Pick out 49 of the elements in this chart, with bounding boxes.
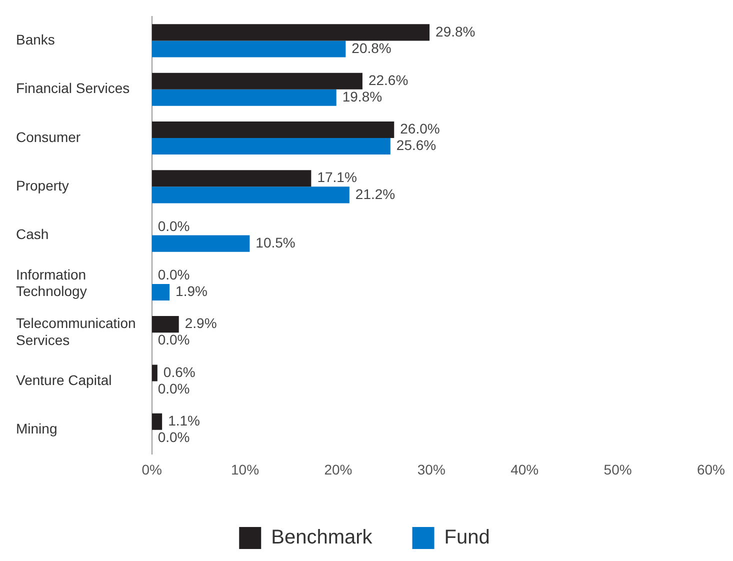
y-tick-label: Cash bbox=[16, 226, 49, 242]
legend-label: Fund bbox=[444, 526, 490, 549]
legend-label: Benchmark bbox=[271, 526, 374, 549]
x-tick-label: 60% bbox=[696, 461, 726, 478]
bar bbox=[152, 138, 390, 155]
y-tick-label: Mining bbox=[16, 420, 58, 437]
data-label: 1.1% bbox=[168, 412, 200, 428]
data-label: 19.8% bbox=[342, 88, 382, 104]
data-label: 0.0% bbox=[158, 218, 190, 234]
data-label: 26.0% bbox=[400, 120, 440, 137]
data-label: 0.6% bbox=[163, 364, 196, 380]
bar bbox=[152, 24, 430, 41]
bar bbox=[152, 170, 312, 187]
data-label: 0.0% bbox=[158, 266, 190, 283]
x-tick-label: 20% bbox=[324, 461, 352, 478]
y-tick-label: Banks bbox=[16, 32, 55, 48]
data-label: 10.5% bbox=[256, 234, 296, 250]
y-tick-label: Telecommunication Services bbox=[16, 315, 136, 348]
data-label: 21.2% bbox=[355, 186, 396, 202]
data-label: 0.0% bbox=[158, 332, 190, 348]
data-label: 29.8% bbox=[436, 23, 476, 40]
bar bbox=[152, 284, 170, 300]
y-tick-label: Venture Capital bbox=[16, 372, 112, 388]
bar bbox=[152, 72, 362, 90]
bar bbox=[152, 121, 394, 138]
bar bbox=[152, 186, 350, 204]
data-label: 2.9% bbox=[184, 315, 217, 332]
y-tick-label: Information Technology bbox=[16, 266, 87, 300]
bar bbox=[152, 413, 162, 430]
y-tick-label: Consumer bbox=[16, 128, 81, 145]
bar bbox=[152, 364, 158, 382]
bar bbox=[152, 316, 179, 333]
x-tick-label: 30% bbox=[417, 461, 446, 478]
x-tick-label: 10% bbox=[231, 461, 260, 478]
bar bbox=[152, 40, 346, 58]
data-label: 17.1% bbox=[317, 169, 357, 186]
data-label: 0.0% bbox=[158, 380, 190, 396]
data-label: 20.8% bbox=[352, 40, 392, 56]
data-label: 22.6% bbox=[368, 72, 408, 88]
data-label: 0.0% bbox=[158, 429, 190, 446]
bar bbox=[152, 89, 336, 106]
x-tick-label: 50% bbox=[604, 461, 632, 478]
y-tick-label: Property bbox=[16, 178, 69, 194]
data-label: 25.6% bbox=[396, 137, 436, 154]
x-tick-label: 40% bbox=[510, 461, 539, 478]
data-label: 1.9% bbox=[176, 283, 208, 300]
y-tick-label: Financial Services bbox=[16, 80, 130, 96]
x-tick-label: 0% bbox=[142, 461, 162, 478]
bar bbox=[152, 235, 250, 252]
